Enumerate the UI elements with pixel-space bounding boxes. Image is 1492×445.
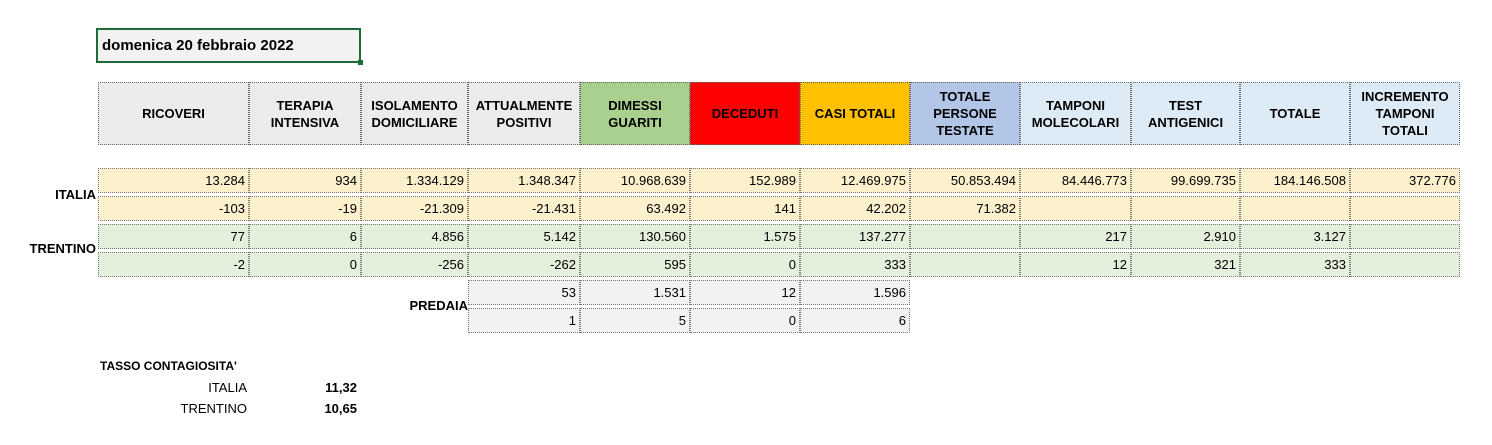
italia-cell[interactable]: 1.334.129: [361, 168, 468, 193]
trentino-cell[interactable]: 333: [1240, 252, 1350, 277]
trentino-label: TRENTINO: [29, 241, 96, 256]
italia-cell[interactable]: 184.146.508: [1240, 168, 1350, 193]
italia-cell[interactable]: 1.348.347: [468, 168, 580, 193]
italia-cell[interactable]: -21.309: [361, 196, 468, 221]
header-deceduti[interactable]: DECEDUTI: [690, 82, 800, 145]
header-terapia-intensiva[interactable]: TERAPIA INTENSIVA: [249, 82, 361, 145]
predaia-cell[interactable]: 12: [690, 280, 800, 305]
header-tamponi-molecolari[interactable]: TAMPONI MOLECOLARI: [1020, 82, 1131, 145]
trentino-cell[interactable]: 77: [98, 224, 249, 249]
trentino-cell[interactable]: 333: [800, 252, 910, 277]
trentino-cell[interactable]: 0: [690, 252, 800, 277]
trentino-cell[interactable]: 5.142: [468, 224, 580, 249]
trentino-cell[interactable]: 321: [1131, 252, 1240, 277]
italia-cell[interactable]: [1240, 196, 1350, 221]
trentino-cell[interactable]: 12: [1020, 252, 1131, 277]
trentino-cell[interactable]: [1350, 252, 1460, 277]
trentino-cell[interactable]: 217: [1020, 224, 1131, 249]
italia-label: ITALIA: [55, 187, 96, 202]
italia-cell[interactable]: 84.446.773: [1020, 168, 1131, 193]
tasso-trentino-value: 10,65: [324, 401, 357, 416]
predaia-cell[interactable]: 53: [468, 280, 580, 305]
trentino-cell[interactable]: 4.856: [361, 224, 468, 249]
italia-cell[interactable]: 152.989: [690, 168, 800, 193]
italia-cell[interactable]: 141: [690, 196, 800, 221]
italia-cell[interactable]: 10.968.639: [580, 168, 690, 193]
italia-cell[interactable]: [1131, 196, 1240, 221]
italia-cell[interactable]: 934: [249, 168, 361, 193]
header-totale-persone-testate[interactable]: TOTALE PERSONE TESTATE: [910, 82, 1020, 145]
italia-cell[interactable]: 71.382: [910, 196, 1020, 221]
tasso-italia-label: ITALIA: [208, 380, 247, 395]
italia-cell[interactable]: 50.853.494: [910, 168, 1020, 193]
italia-cell[interactable]: 12.469.975: [800, 168, 910, 193]
italia-cell[interactable]: [1020, 196, 1131, 221]
predaia-label: PREDAIA: [409, 298, 468, 313]
italia-cell[interactable]: -21.431: [468, 196, 580, 221]
header-incremento-tamponi-totali[interactable]: INCREMENTO TAMPONI TOTALI: [1350, 82, 1460, 145]
trentino-cell[interactable]: 137.277: [800, 224, 910, 249]
tasso-title: TASSO CONTAGIOSITA': [100, 359, 237, 373]
italia-cell[interactable]: 63.492: [580, 196, 690, 221]
italia-cell[interactable]: [1350, 196, 1460, 221]
italia-cell[interactable]: 99.699.735: [1131, 168, 1240, 193]
predaia-cell[interactable]: 5: [580, 308, 690, 333]
trentino-cell[interactable]: -256: [361, 252, 468, 277]
header-totale[interactable]: TOTALE: [1240, 82, 1350, 145]
header-ricoveri[interactable]: RICOVERI: [98, 82, 249, 145]
trentino-cell[interactable]: 6: [249, 224, 361, 249]
trentino-cell[interactable]: -2: [98, 252, 249, 277]
italia-cell[interactable]: -103: [98, 196, 249, 221]
italia-cell[interactable]: 42.202: [800, 196, 910, 221]
date-cell[interactable]: domenica 20 febbraio 2022: [96, 28, 363, 65]
header-dimessi-guariti[interactable]: DIMESSI GUARITI: [580, 82, 690, 145]
trentino-cell[interactable]: [910, 252, 1020, 277]
predaia-cell[interactable]: 1.531: [580, 280, 690, 305]
tasso-trentino-label: TRENTINO: [180, 401, 247, 416]
trentino-cell[interactable]: -262: [468, 252, 580, 277]
header-isolamento-domiciliare[interactable]: ISOLAMENTO DOMICILIARE: [361, 82, 468, 145]
trentino-cell[interactable]: [1350, 224, 1460, 249]
header-casi-totali[interactable]: CASI TOTALI: [800, 82, 910, 145]
trentino-cell[interactable]: 1.575: [690, 224, 800, 249]
italia-cell[interactable]: 372.776: [1350, 168, 1460, 193]
italia-cell[interactable]: 13.284: [98, 168, 249, 193]
tasso-italia-value: 11,32: [325, 380, 357, 395]
trentino-cell[interactable]: 130.560: [580, 224, 690, 249]
trentino-cell[interactable]: 3.127: [1240, 224, 1350, 249]
header-attualmente-positivi[interactable]: ATTUALMENTE POSITIVI: [468, 82, 580, 145]
trentino-cell[interactable]: 2.910: [1131, 224, 1240, 249]
trentino-cell[interactable]: 0: [249, 252, 361, 277]
predaia-cell[interactable]: 0: [690, 308, 800, 333]
header-test-antigenici[interactable]: TEST ANTIGENICI: [1131, 82, 1240, 145]
italia-cell[interactable]: -19: [249, 196, 361, 221]
predaia-cell[interactable]: 1: [468, 308, 580, 333]
predaia-cell[interactable]: 6: [800, 308, 910, 333]
trentino-cell[interactable]: [910, 224, 1020, 249]
trentino-cell[interactable]: 595: [580, 252, 690, 277]
predaia-cell[interactable]: 1.596: [800, 280, 910, 305]
